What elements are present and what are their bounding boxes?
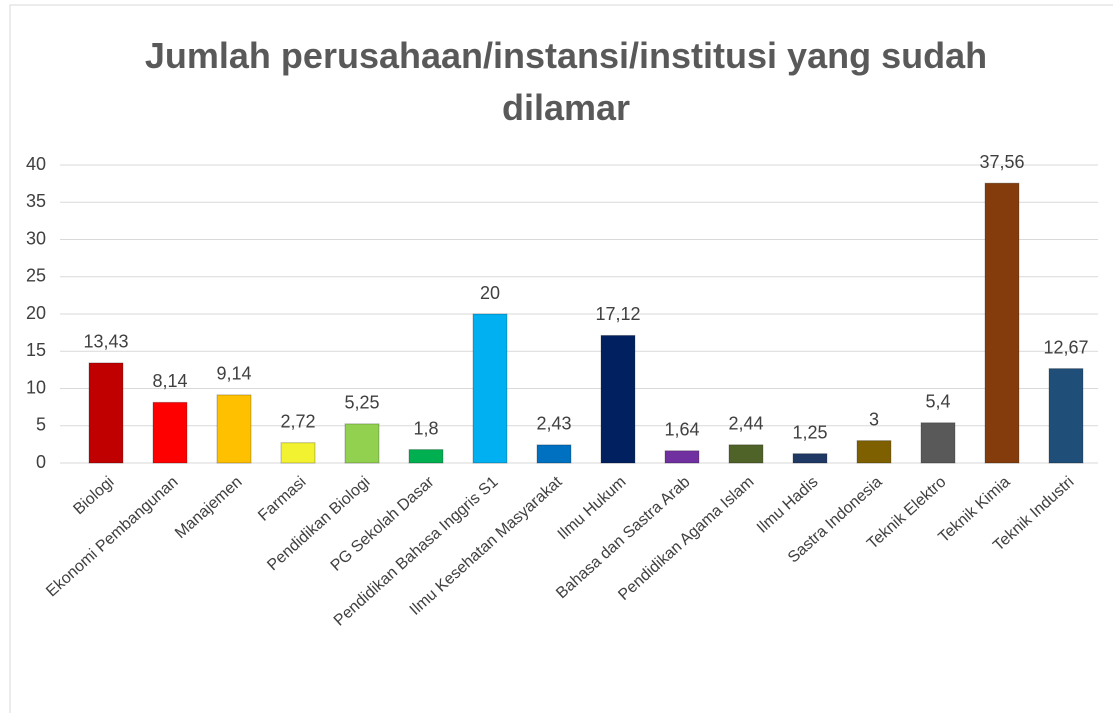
x-tick-label: Ilmu Hadis <box>754 473 822 536</box>
bar <box>1048 368 1084 464</box>
x-tick-label: Farmasi <box>255 473 309 524</box>
data-label: 37,56 <box>979 152 1024 172</box>
data-label: 2,43 <box>536 414 571 434</box>
data-label: 20 <box>480 283 500 303</box>
chart-title: Jumlah perusahaan/instansi/institusi yan… <box>144 35 988 128</box>
x-tick-label: Pendidikan Agama Islam <box>615 473 757 603</box>
data-label: 13,43 <box>83 332 128 352</box>
y-tick-label: 0 <box>36 452 46 472</box>
bar <box>856 440 892 464</box>
y-tick-label: 10 <box>26 377 46 397</box>
bar <box>88 362 124 464</box>
data-label: 2,44 <box>728 414 763 434</box>
y-tick-label: 25 <box>26 266 46 286</box>
bar <box>728 444 764 464</box>
data-label: 12,67 <box>1043 337 1088 357</box>
data-label: 1,8 <box>413 418 438 438</box>
data-label: 5,4 <box>925 392 950 412</box>
data-label: 9,14 <box>216 364 251 384</box>
chart-frame <box>9 4 1113 713</box>
x-tick-label: Manajemen <box>172 473 246 542</box>
bar <box>344 423 380 464</box>
data-label: 17,12 <box>595 304 640 324</box>
bar <box>536 444 572 464</box>
bar <box>472 313 508 464</box>
data-label: 5,25 <box>344 393 379 413</box>
y-tick-label: 40 <box>26 154 46 174</box>
bar <box>152 401 188 464</box>
x-tick-label: Ekonomi Pembangunan <box>43 473 181 600</box>
y-tick-label: 30 <box>26 228 46 248</box>
y-tick-label: 15 <box>26 340 46 360</box>
bar <box>920 422 956 464</box>
bar <box>216 394 252 464</box>
data-label: 2,72 <box>280 411 315 431</box>
bar <box>792 453 828 464</box>
bar <box>664 450 700 464</box>
x-tick-label: Biologi <box>70 473 117 518</box>
bar <box>600 334 636 464</box>
data-label: 8,14 <box>152 371 187 391</box>
data-label: 1,25 <box>792 422 827 442</box>
bar <box>280 442 316 464</box>
y-tick-label: 5 <box>36 415 46 435</box>
data-label: 1,64 <box>664 420 699 440</box>
bar <box>408 449 444 464</box>
data-label: 3 <box>869 409 879 429</box>
bar <box>984 182 1020 464</box>
y-tick-label: 20 <box>26 303 46 323</box>
y-tick-label: 35 <box>26 191 46 211</box>
